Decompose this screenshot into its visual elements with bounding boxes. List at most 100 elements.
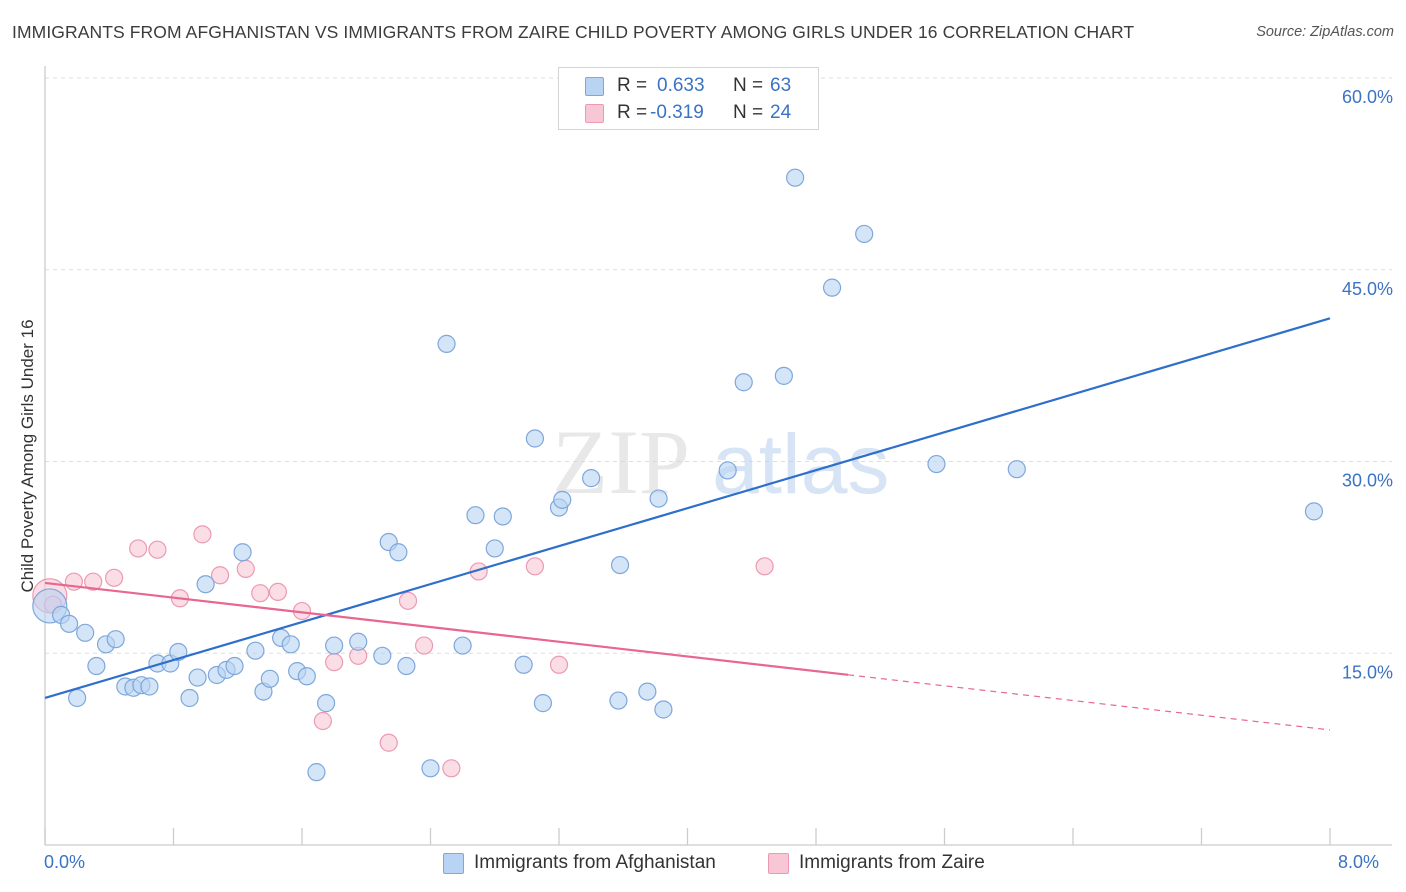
- afghanistan-point: [855, 224, 874, 244]
- zaire-point: [325, 653, 344, 672]
- afghanistan-point: [1304, 502, 1324, 521]
- afghanistan-point: [582, 469, 601, 488]
- zaire-point: [129, 539, 148, 558]
- zaire-point: [313, 711, 332, 731]
- afghanistan-point: [1007, 460, 1026, 479]
- x-tick-max: 8.0%: [1338, 852, 1380, 872]
- afghanistan-point: [453, 636, 472, 655]
- bottom-legend-swatch-pink: [768, 853, 789, 874]
- afghanistan-trend-line: [44, 317, 1331, 700]
- afghanistan-point: [87, 656, 106, 676]
- afghanistan-point: [553, 490, 572, 509]
- legend-r-label: R =: [617, 75, 648, 96]
- zaire-point: [210, 566, 230, 585]
- zaire-point: [755, 557, 774, 576]
- zaire-point: [525, 557, 545, 576]
- trend-layer: [44, 317, 1331, 731]
- watermark-zip: ZIP: [552, 411, 690, 513]
- y-tick-label: 45.0%: [1342, 279, 1393, 299]
- zaire-point: [549, 655, 569, 674]
- afghanistan-point: [609, 691, 628, 710]
- zaire-point: [379, 733, 398, 752]
- zaire-trend-line-dashed: [848, 674, 1331, 731]
- afghanistan-point: [140, 677, 159, 696]
- legend-n-label: N =: [733, 102, 764, 123]
- afghanistan-point: [654, 700, 673, 719]
- afghanistan-point: [325, 636, 344, 655]
- y-tick-label: 15.0%: [1342, 662, 1393, 682]
- legend-n-value: 24: [770, 102, 792, 123]
- afghanistan-point: [718, 461, 737, 480]
- zaire-points: [32, 525, 774, 778]
- afghanistan-point: [349, 632, 368, 651]
- bottom-legend-label: Immigrants from Afghanistan: [474, 852, 716, 873]
- afghanistan-point: [514, 655, 533, 674]
- x-tick-min: 0.0%: [44, 852, 86, 872]
- afghanistan-point: [246, 641, 265, 660]
- legend-swatch-pink: [585, 104, 604, 123]
- afghanistan-points: [32, 168, 1324, 782]
- zaire-trend-line: [44, 581, 849, 676]
- legend-r-value: -0.319: [650, 102, 704, 123]
- zaire-point: [414, 636, 434, 655]
- afghanistan-point: [649, 489, 668, 508]
- afghanistan-point: [397, 656, 416, 676]
- zaire-point: [104, 568, 124, 587]
- afghanistan-point: [316, 694, 336, 713]
- y-tick-label: 60.0%: [1342, 87, 1393, 107]
- legend-row-zaire: R = -0.319 N = 24: [559, 101, 818, 127]
- afghanistan-point: [188, 668, 207, 687]
- afghanistan-point: [786, 168, 805, 187]
- afghanistan-point: [68, 688, 87, 708]
- y-tick-labels: 15.0% 30.0% 45.0% 60.0%: [1342, 87, 1393, 682]
- afghanistan-point: [774, 366, 793, 385]
- legend-r-label: R =: [617, 102, 648, 123]
- afghanistan-point: [307, 763, 326, 782]
- afghanistan-point: [180, 688, 199, 708]
- watermark-atlas: atlas: [712, 417, 889, 511]
- correlation-legend: R = 0.633 N = 63 R = -0.319 N = 24: [558, 67, 819, 130]
- y-tick-label: 30.0%: [1342, 471, 1393, 491]
- afghanistan-point: [196, 575, 215, 594]
- zaire-point: [251, 584, 270, 603]
- bottom-legend-swatch-blue: [443, 853, 464, 874]
- zaire-point: [84, 572, 103, 591]
- afghanistan-point: [525, 429, 545, 448]
- axis-layer: [44, 66, 1392, 846]
- afghanistan-point: [106, 630, 125, 649]
- afghanistan-point: [734, 373, 753, 392]
- afghanistan-point: [466, 506, 485, 525]
- legend-n-value: 63: [770, 75, 792, 96]
- zaire-point: [268, 582, 288, 601]
- afghanistan-point: [76, 623, 95, 642]
- legend-swatch-blue: [585, 77, 604, 96]
- afghanistan-point: [421, 759, 440, 778]
- zaire-point: [398, 591, 418, 610]
- grid-layer: [45, 77, 1392, 654]
- afghanistan-point: [437, 334, 456, 353]
- afghanistan-point: [927, 454, 946, 474]
- zaire-point: [442, 759, 461, 778]
- chart-title: IMMIGRANTS FROM AFGHANISTAN VS IMMIGRANT…: [12, 22, 1135, 42]
- afghanistan-point: [260, 669, 279, 688]
- afghanistan-point: [297, 667, 316, 686]
- afghanistan-point: [533, 694, 553, 713]
- afghanistan-point: [59, 614, 79, 633]
- legend-row-afghanistan: R = 0.633 N = 63: [559, 74, 818, 100]
- afghanistan-point: [485, 539, 504, 558]
- zaire-point: [236, 559, 255, 578]
- afghanistan-point: [493, 507, 512, 526]
- afghanistan-point: [389, 543, 408, 562]
- afghanistan-point: [373, 646, 392, 665]
- afghanistan-point: [610, 555, 630, 575]
- legend-n-label: N =: [733, 75, 764, 96]
- zaire-point: [193, 525, 212, 544]
- bottom-legend-label: Immigrants from Zaire: [799, 852, 985, 873]
- afghanistan-point: [638, 682, 657, 701]
- zaire-point: [148, 540, 167, 559]
- y-axis-label: Child Poverty Among Girls Under 16: [18, 319, 37, 592]
- afghanistan-point: [233, 543, 252, 562]
- afghanistan-point: [225, 656, 244, 676]
- source-label: Source: ZipAtlas.com: [1256, 24, 1394, 40]
